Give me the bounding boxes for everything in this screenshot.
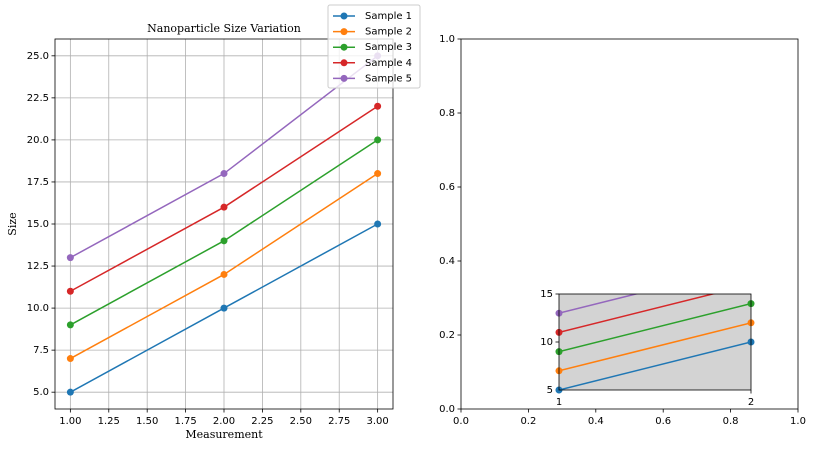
point <box>220 270 228 278</box>
series-line <box>559 302 751 353</box>
x-tick-label: 0.8 <box>723 416 739 427</box>
y-tick-label: 0.2 <box>439 330 455 341</box>
y-tick-label: 25.0 <box>27 51 49 62</box>
x-tick-label: 2.25 <box>251 416 273 427</box>
y-tick-label: 17.5 <box>27 177 49 188</box>
y-tick-label: 15.0 <box>27 219 49 230</box>
series-line <box>559 294 716 334</box>
point <box>374 170 382 178</box>
legend-marker <box>340 12 348 20</box>
y-tick-label: 15 <box>540 289 553 300</box>
plot-area <box>559 294 751 390</box>
x-tick-label: 0.6 <box>655 416 671 427</box>
plot-layer <box>66 52 382 396</box>
plot-layer <box>555 294 755 394</box>
y-tick-label: 12.5 <box>27 261 49 272</box>
legend-marker <box>340 74 348 82</box>
legend-marker <box>340 59 348 67</box>
point <box>374 102 382 110</box>
x-tick-label: 1.00 <box>59 416 81 427</box>
y-tick-label: 10 <box>540 337 553 348</box>
x-axis-label: Measurement <box>185 428 263 441</box>
legend-label: Sample 1 <box>365 11 412 22</box>
legend-marker <box>340 28 348 36</box>
point <box>374 220 382 228</box>
axes-frame <box>558 293 752 391</box>
x-tick-label: 2 <box>748 397 754 408</box>
point <box>66 388 74 396</box>
x-tick-label: 1.0 <box>790 416 806 427</box>
y-tick-label: 0.4 <box>439 256 455 267</box>
x-tick-label: 3.00 <box>367 416 389 427</box>
x-tick-label: 2.75 <box>328 416 350 427</box>
x-tick-label: 2.50 <box>290 416 312 427</box>
point <box>66 254 74 262</box>
line-layer <box>559 294 751 390</box>
y-axis-label: Size <box>6 212 19 235</box>
y-tick-label: 20.0 <box>27 135 49 146</box>
point <box>220 203 228 211</box>
legend-label: Sample 5 <box>365 73 412 84</box>
legend-label: Sample 4 <box>365 58 412 69</box>
point <box>374 136 382 144</box>
legend-box <box>327 4 421 89</box>
y-tick-label: 0.0 <box>439 404 455 415</box>
point <box>66 321 74 329</box>
y-tick-label: 5.0 <box>33 387 49 398</box>
y-tick-label: 7.5 <box>33 345 49 356</box>
axes-frame <box>54 38 394 410</box>
series-line <box>559 322 751 372</box>
y-tick-label: 22.5 <box>27 93 49 104</box>
legend-marker <box>340 43 348 51</box>
x-tick-label: 1.50 <box>136 416 158 427</box>
x-tick-label: 1.25 <box>98 416 120 427</box>
x-tick-label: 2.00 <box>213 416 235 427</box>
y-tick-label: 10.0 <box>27 303 49 314</box>
x-tick-label: 0.0 <box>453 416 469 427</box>
x-tick-label: 1 <box>556 397 562 408</box>
x-tick-label: 0.4 <box>588 416 604 427</box>
legend-label: Sample 2 <box>365 27 412 38</box>
y-tick-label: 0.8 <box>439 108 455 119</box>
series-line <box>559 341 751 390</box>
axes-frame <box>460 38 799 410</box>
point <box>66 287 74 295</box>
point <box>66 355 74 363</box>
series-line <box>559 294 639 314</box>
chart-title: Nanoparticle Size Variation <box>147 22 301 35</box>
y-tick-label: 0.6 <box>439 182 455 193</box>
x-tick-label: 1.75 <box>174 416 196 427</box>
point <box>220 304 228 312</box>
point <box>220 237 228 245</box>
y-tick-label: 5 <box>547 385 553 396</box>
point <box>220 170 228 178</box>
x-tick-label: 0.2 <box>520 416 536 427</box>
legend-label: Sample 3 <box>365 42 412 53</box>
y-tick-label: 1.0 <box>439 34 455 45</box>
